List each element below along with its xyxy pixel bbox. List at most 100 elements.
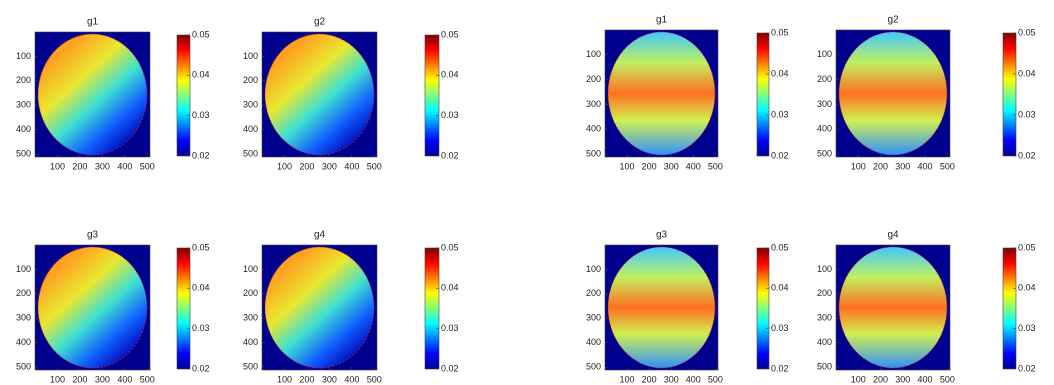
disc-edge bbox=[37, 246, 148, 369]
y-tick-label: 300 bbox=[243, 100, 258, 110]
colorbar-tick-label: 0.05 bbox=[192, 29, 210, 39]
disc-edge bbox=[607, 31, 716, 156]
colorbar-tick-label: 0.02 bbox=[1018, 363, 1036, 373]
x-tick-label: 200 bbox=[72, 161, 87, 171]
colorbar-tick-label: 0.02 bbox=[1018, 150, 1036, 160]
disc-edge bbox=[838, 246, 948, 369]
colorbar-tick-label: 0.02 bbox=[441, 150, 459, 160]
y-tick-label: 400 bbox=[586, 124, 601, 134]
y-tick-label: 300 bbox=[817, 313, 832, 323]
x-tick-label: 500 bbox=[367, 161, 382, 171]
colorbar-tick-label: 0.04 bbox=[441, 70, 459, 80]
colorbar-tick-label: 0.03 bbox=[771, 323, 789, 333]
axes-frame bbox=[34, 244, 151, 371]
colorbar-tick-label: 0.02 bbox=[441, 363, 459, 373]
x-tick-label: 500 bbox=[940, 374, 955, 384]
x-tick-label: 200 bbox=[873, 374, 888, 384]
y-tick-label: 200 bbox=[243, 75, 258, 85]
x-tick-label: 500 bbox=[140, 374, 155, 384]
x-tick-label: 400 bbox=[686, 161, 701, 171]
x-tick-label: 300 bbox=[95, 374, 110, 384]
y-tick-label: 200 bbox=[16, 288, 31, 298]
colorbar-tick-label: 0.03 bbox=[192, 110, 210, 120]
y-tick-label: 400 bbox=[817, 124, 832, 134]
colorbar-tick-label: 0.02 bbox=[771, 150, 789, 160]
x-tick-label: 300 bbox=[95, 161, 110, 171]
x-tick-label: 400 bbox=[117, 161, 132, 171]
disc-edge bbox=[838, 31, 948, 156]
image-disc bbox=[608, 32, 715, 155]
y-tick-label: 200 bbox=[586, 288, 601, 298]
y-tick-label: 500 bbox=[16, 361, 31, 371]
y-tick-label: 300 bbox=[16, 100, 31, 110]
colorbar-tick-label: 0.04 bbox=[771, 68, 789, 78]
y-tick-label: 300 bbox=[243, 313, 258, 323]
colorbar-tick-label: 0.03 bbox=[1018, 323, 1036, 333]
axes-frame bbox=[835, 244, 951, 371]
disc-edge bbox=[264, 246, 375, 369]
x-tick-label: 200 bbox=[72, 374, 87, 384]
x-tick-label: 200 bbox=[642, 374, 657, 384]
x-tick-label: 300 bbox=[664, 374, 679, 384]
panel-title: g4 bbox=[887, 230, 899, 241]
y-tick-label: 300 bbox=[16, 313, 31, 323]
x-tick-label: 500 bbox=[708, 374, 723, 384]
x-tick-label: 300 bbox=[895, 374, 910, 384]
x-tick-label: 200 bbox=[299, 374, 314, 384]
y-tick-label: 500 bbox=[243, 361, 258, 371]
y-tick-label: 100 bbox=[16, 264, 31, 274]
colorbar-tick-label: 0.03 bbox=[441, 323, 459, 333]
disc-edge bbox=[607, 246, 716, 369]
x-tick-label: 200 bbox=[873, 161, 888, 171]
y-tick-label: 200 bbox=[16, 75, 31, 85]
x-tick-label: 100 bbox=[277, 374, 292, 384]
colorbar bbox=[424, 247, 440, 370]
x-tick-label: 500 bbox=[140, 161, 155, 171]
image-disc bbox=[839, 32, 947, 155]
panel-title: g2 bbox=[314, 17, 326, 28]
y-tick-label: 200 bbox=[817, 288, 832, 298]
x-tick-label: 100 bbox=[277, 161, 292, 171]
x-tick-label: 300 bbox=[322, 374, 337, 384]
panel-title: g1 bbox=[87, 17, 99, 28]
axes-frame bbox=[604, 29, 719, 158]
colorbar-tick-label: 0.05 bbox=[441, 242, 459, 252]
image-disc bbox=[265, 34, 374, 155]
y-tick-label: 100 bbox=[243, 51, 258, 61]
y-tick-label: 300 bbox=[817, 99, 832, 109]
x-tick-label: 100 bbox=[851, 374, 866, 384]
colorbar bbox=[424, 34, 440, 157]
colorbar-tick-label: 0.03 bbox=[441, 110, 459, 120]
y-tick-label: 500 bbox=[817, 148, 832, 158]
x-tick-label: 200 bbox=[299, 161, 314, 171]
colorbar-tick-label: 0.05 bbox=[771, 27, 789, 37]
x-tick-label: 100 bbox=[851, 161, 866, 171]
x-tick-label: 400 bbox=[918, 161, 933, 171]
y-tick-label: 400 bbox=[243, 337, 258, 347]
y-tick-label: 100 bbox=[243, 264, 258, 274]
x-tick-label: 100 bbox=[50, 374, 65, 384]
colorbar-tick-label: 0.04 bbox=[192, 70, 210, 80]
x-tick-label: 500 bbox=[367, 374, 382, 384]
colorbar bbox=[1002, 32, 1017, 157]
x-tick-label: 500 bbox=[940, 161, 955, 171]
x-tick-label: 100 bbox=[620, 161, 635, 171]
colorbar-tick-label: 0.02 bbox=[771, 363, 789, 373]
colorbar bbox=[756, 32, 770, 157]
colorbar-tick-label: 0.05 bbox=[1018, 242, 1036, 252]
axes-frame bbox=[34, 31, 151, 158]
y-tick-label: 100 bbox=[817, 264, 832, 274]
y-tick-label: 100 bbox=[586, 264, 601, 274]
colorbar-tick-label: 0.04 bbox=[1018, 68, 1036, 78]
y-tick-label: 200 bbox=[586, 74, 601, 84]
image-disc bbox=[839, 247, 947, 368]
colorbar-tick-label: 0.03 bbox=[1018, 109, 1036, 119]
x-tick-label: 300 bbox=[322, 161, 337, 171]
x-tick-label: 500 bbox=[708, 161, 723, 171]
colorbar-tick-label: 0.05 bbox=[192, 242, 210, 252]
disc-edge bbox=[264, 33, 375, 156]
y-tick-label: 500 bbox=[817, 361, 832, 371]
panel-title: g3 bbox=[656, 230, 668, 241]
colorbar bbox=[756, 247, 770, 370]
